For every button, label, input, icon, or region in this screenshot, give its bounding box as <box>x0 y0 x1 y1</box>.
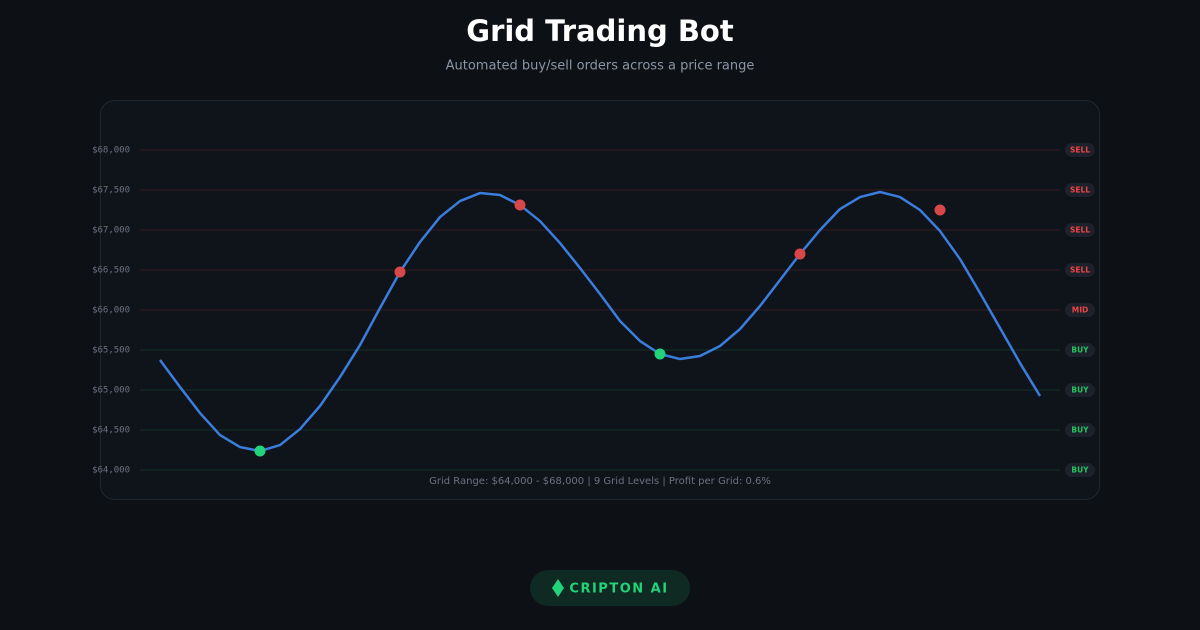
level-badge <box>1065 143 1095 157</box>
level-label: SELL <box>1070 266 1090 275</box>
level-label: BUY <box>1071 466 1089 475</box>
level-badge <box>1065 263 1095 277</box>
trade-dot <box>934 204 946 216</box>
footnote: Grid Range: $64,000 - $68,000 | 9 Grid L… <box>429 476 771 487</box>
trade-dot <box>254 445 266 457</box>
y-tick-label: $64,500 <box>92 426 130 436</box>
brand-pill <box>530 570 690 606</box>
chart-panel <box>100 100 1100 500</box>
trade-dot <box>394 266 406 278</box>
trade-dot <box>654 348 666 360</box>
y-tick-label: $64,000 <box>92 466 130 476</box>
level-badge <box>1065 223 1095 237</box>
level-label: BUY <box>1071 426 1089 435</box>
level-badge <box>1065 383 1095 397</box>
y-tick-label: $66,000 <box>92 306 130 316</box>
y-tick-label: $68,000 <box>92 146 130 156</box>
brand-icon <box>552 579 564 597</box>
chart-title: Grid Trading Bot <box>466 14 734 48</box>
level-badge <box>1065 343 1095 357</box>
y-tick-label: $66,500 <box>92 266 130 276</box>
chart-subtitle: Automated buy/sell orders across a price… <box>446 59 755 74</box>
level-label: MID <box>1072 306 1088 315</box>
y-tick-label: $67,500 <box>92 186 130 196</box>
y-tick-label: $65,500 <box>92 346 130 356</box>
level-label: SELL <box>1070 146 1090 155</box>
level-badge <box>1065 463 1095 477</box>
trade-dot <box>514 199 526 211</box>
price-line <box>158 190 1042 453</box>
level-badge <box>1065 423 1095 437</box>
brand-name: CRIPTON AI <box>569 582 668 597</box>
level-badge <box>1065 183 1095 197</box>
level-label: SELL <box>1070 226 1090 235</box>
level-label: SELL <box>1070 186 1090 195</box>
level-label: BUY <box>1071 386 1089 395</box>
y-tick-label: $65,000 <box>92 386 130 396</box>
trade-dot <box>794 248 806 260</box>
y-tick-label: $67,000 <box>92 226 130 236</box>
level-label: BUY <box>1071 346 1089 355</box>
level-badge <box>1065 303 1095 317</box>
